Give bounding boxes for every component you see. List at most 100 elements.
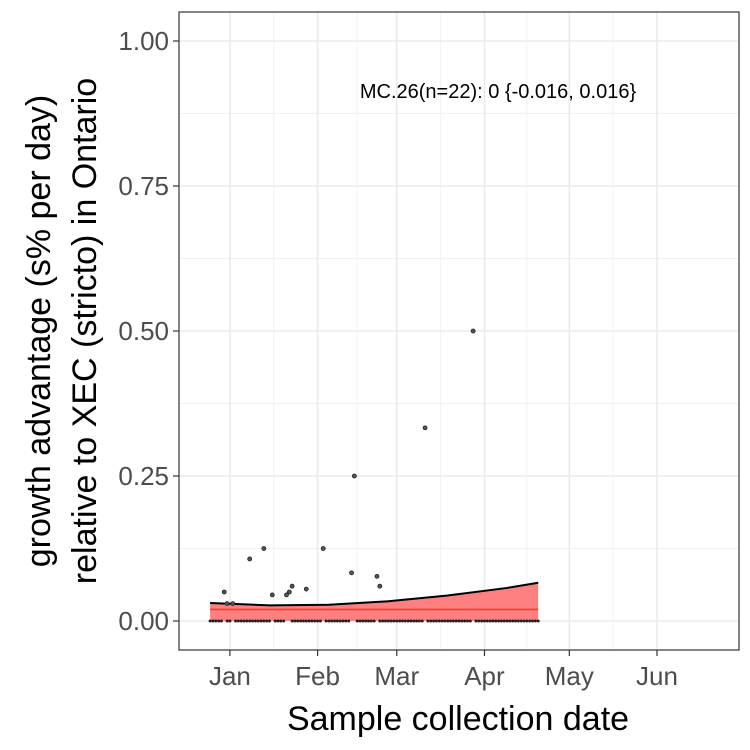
zero-point (253, 619, 257, 623)
data-point (351, 473, 357, 479)
zero-point (536, 619, 540, 623)
zero-point (282, 619, 286, 623)
zero-point (296, 619, 300, 623)
zero-point (313, 619, 317, 623)
zero-point (499, 619, 503, 623)
zero-point (480, 619, 484, 623)
zero-point (262, 619, 266, 623)
x-tick-label: Jan (209, 661, 251, 691)
zero-point (361, 619, 365, 623)
zero-point (508, 619, 512, 623)
zero-point (327, 619, 331, 623)
zero-point (417, 619, 421, 623)
y-tick-label: 0.50 (118, 316, 169, 346)
points-layer (208, 328, 540, 623)
zero-point (268, 619, 272, 623)
zero-point (533, 619, 537, 623)
zero-point (236, 619, 240, 623)
zero-point (449, 619, 453, 623)
annotation-label: MC.26(n=22): 0 {-0.016, 0.016} (360, 81, 637, 103)
zero-point (482, 619, 486, 623)
zero-point (330, 619, 334, 623)
x-tick-label: Mar (374, 661, 419, 691)
zero-point (219, 619, 223, 623)
zero-point (324, 619, 328, 623)
zero-point (341, 619, 345, 623)
zero-point (234, 619, 238, 623)
zero-point (228, 619, 232, 623)
zero-point (211, 619, 215, 623)
zero-point (273, 619, 277, 623)
zero-point (245, 619, 249, 623)
data-point (286, 589, 292, 595)
y-tick-label: 0.00 (118, 606, 169, 636)
zero-point (338, 619, 342, 623)
zero-point (333, 619, 337, 623)
zero-point (276, 619, 280, 623)
zero-point (239, 619, 243, 623)
zero-point (420, 619, 424, 623)
zero-point (290, 619, 294, 623)
zero-point (454, 619, 458, 623)
zero-point (304, 619, 308, 623)
zero-point (347, 619, 351, 623)
zero-point (214, 619, 218, 623)
zero-point (406, 619, 410, 623)
x-tick-label: Apr (464, 661, 505, 691)
data-point (221, 589, 227, 595)
data-point (470, 328, 476, 334)
zero-point (256, 619, 260, 623)
data-point (289, 583, 295, 589)
zero-point (437, 619, 441, 623)
zero-point (248, 619, 252, 623)
zero-point (344, 619, 348, 623)
ci-band (210, 582, 539, 621)
zero-point (412, 619, 416, 623)
data-point (303, 586, 309, 592)
zero-point (364, 619, 368, 623)
data-point (374, 573, 380, 579)
y-tick-label: 1.00 (118, 26, 169, 56)
zero-point (279, 619, 283, 623)
zero-point (395, 619, 399, 623)
zero-point (318, 619, 322, 623)
zero-point (310, 619, 314, 623)
zero-point (531, 619, 535, 623)
zero-point (217, 619, 221, 623)
zero-point (316, 619, 320, 623)
zero-point (381, 619, 385, 623)
zero-point (208, 619, 212, 623)
zero-point (497, 619, 501, 623)
data-point (377, 583, 383, 589)
zero-point (457, 619, 461, 623)
zero-point (432, 619, 436, 623)
zero-point (369, 619, 373, 623)
zero-point (511, 619, 515, 623)
zero-point (465, 619, 469, 623)
y-tick-label: 0.25 (118, 461, 169, 491)
data-point (284, 592, 289, 598)
zero-point (463, 619, 467, 623)
zero-point (355, 619, 359, 623)
x-tick-label: Feb (295, 661, 340, 691)
data-point (349, 570, 354, 576)
zero-point (429, 619, 433, 623)
zero-point (443, 619, 447, 623)
zero-point (516, 619, 520, 623)
data-point (261, 546, 267, 551)
zero-point (299, 619, 303, 623)
zero-point (398, 619, 402, 623)
zero-point (494, 619, 498, 623)
zero-point (259, 619, 263, 623)
zero-point (301, 619, 305, 623)
zero-point (386, 619, 390, 623)
ci-band-layer (210, 581, 539, 621)
zero-point (358, 619, 362, 623)
zero-point (225, 619, 229, 623)
zero-point (491, 619, 495, 623)
zero-point (502, 619, 506, 623)
data-point (269, 592, 275, 598)
data-point (230, 601, 236, 606)
grid (179, 12, 739, 650)
